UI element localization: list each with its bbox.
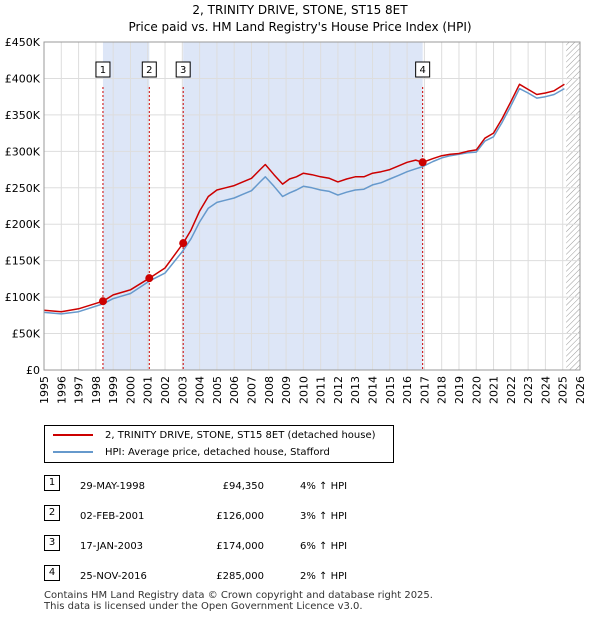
plot-border [43, 41, 581, 371]
sale-number-box [175, 61, 191, 78]
sale-number-label: 3 [180, 65, 186, 76]
transaction-hpi-change: 4% ↑ HPI [300, 481, 348, 492]
sale-point [98, 297, 107, 306]
sale-number-label: 1 [100, 65, 106, 76]
x-tick-label: 2001 [142, 376, 155, 404]
sale-number-label: 2 [146, 65, 152, 76]
legend-item-hpi: HPI: Average price, detached house, Staf… [53, 445, 330, 461]
sale-number-box [415, 61, 431, 78]
transaction-number: 3 [44, 535, 60, 551]
x-tick-label: 2002 [159, 376, 172, 404]
y-tick-label: £400K [5, 72, 41, 85]
x-tick-label: 2026 [574, 376, 587, 404]
x-tick-label: 2009 [280, 376, 293, 404]
transaction-price: £94,350 [222, 481, 264, 492]
transaction-number: 2 [44, 505, 60, 521]
x-tick-label: 2011 [315, 376, 328, 404]
x-tick-label: 2004 [194, 376, 207, 404]
y-tick-label: £100K [5, 291, 41, 304]
transaction-date: 17-JAN-2003 [80, 541, 144, 552]
x-tick-label: 2018 [436, 376, 449, 404]
sale-number-box [141, 61, 157, 78]
x-tick-label: 1996 [55, 376, 68, 404]
chart-subtitle: Price paid vs. HM Land Registry's House … [128, 20, 472, 34]
x-tick-label: 2025 [557, 376, 570, 404]
sale-point [418, 158, 427, 167]
x-tick-label: 1997 [73, 376, 86, 404]
legend-swatch-hpi [53, 451, 93, 453]
chart-legend: 2, TRINITY DRIVE, STONE, ST15 8ET (detac… [44, 425, 394, 463]
table-row: 4 25-NOV-2016 £285,000 2% ↑ HPI [44, 563, 384, 593]
transaction-price: £285,000 [216, 571, 264, 582]
transaction-price: £174,000 [216, 541, 264, 552]
y-tick-label: £150K [5, 255, 41, 268]
table-row: 3 17-JAN-2003 £174,000 6% ↑ HPI [44, 533, 384, 563]
x-tick-label: 2017 [418, 376, 431, 404]
x-tick-label: 2016 [401, 376, 414, 404]
table-row: 2 02-FEB-2001 £126,000 3% ↑ HPI [44, 503, 384, 533]
x-tick-label: 2019 [453, 376, 466, 404]
hpi-line [43, 87, 565, 315]
sale-number-box [95, 61, 111, 78]
transaction-price: £126,000 [216, 511, 264, 522]
x-tick-label: 2013 [349, 376, 362, 404]
x-tick-label: 1998 [90, 376, 103, 404]
x-tick-label: 2012 [332, 376, 345, 404]
x-tick-label: 2000 [124, 376, 137, 404]
transaction-hpi-change: 3% ↑ HPI [300, 511, 348, 522]
x-tick-label: 1995 [38, 376, 51, 404]
y-tick-label: £300K [5, 145, 41, 158]
y-tick-label: £450K [5, 36, 41, 49]
legend-label-hpi: HPI: Average price, detached house, Staf… [105, 447, 330, 458]
y-tick-label: £0 [26, 364, 40, 377]
transaction-date: 02-FEB-2001 [80, 511, 145, 522]
legend-item-property: 2, TRINITY DRIVE, STONE, ST15 8ET (detac… [53, 428, 376, 444]
x-tick-label: 2022 [505, 376, 518, 404]
chart-title: 2, TRINITY DRIVE, STONE, ST15 8ET [192, 3, 408, 17]
x-tick-label: 2006 [228, 376, 241, 404]
transaction-number: 1 [44, 475, 60, 491]
x-tick-label: 2008 [263, 376, 276, 404]
footer-credits: Contains HM Land Registry data © Crown c… [44, 590, 433, 612]
transaction-hpi-change: 2% ↑ HPI [300, 571, 348, 582]
transactions-table: 1 29-MAY-1998 £94,350 4% ↑ HPI 2 02-FEB-… [44, 473, 384, 593]
y-tick-label: £250K [5, 182, 41, 195]
footer-line-1: Contains HM Land Registry data © Crown c… [44, 590, 433, 601]
sale-point [179, 239, 188, 248]
transaction-hpi-change: 6% ↑ HPI [300, 541, 348, 552]
y-tick-label: £50K [12, 328, 41, 341]
table-row: 1 29-MAY-1998 £94,350 4% ↑ HPI [44, 473, 384, 503]
y-tick-label: £350K [5, 109, 41, 122]
sale-point [145, 274, 154, 283]
future-hatch [566, 42, 580, 370]
sale-number-label: 4 [419, 65, 425, 76]
legend-swatch-property [53, 434, 93, 436]
x-tick-label: 2021 [488, 376, 501, 404]
legend-label-property: 2, TRINITY DRIVE, STONE, ST15 8ET (detac… [105, 430, 376, 441]
x-tick-label: 2007 [245, 376, 258, 404]
transaction-date: 29-MAY-1998 [80, 481, 146, 492]
x-tick-label: 2014 [367, 376, 380, 404]
transaction-date: 25-NOV-2016 [80, 571, 147, 582]
property-price-line [43, 83, 565, 313]
x-tick-label: 2005 [211, 376, 224, 404]
x-tick-label: 2020 [470, 376, 483, 404]
footer-line-2: This data is licensed under the Open Gov… [44, 601, 363, 612]
y-tick-label: £200K [5, 218, 41, 231]
transaction-number: 4 [44, 565, 60, 581]
ownership-band [102, 42, 150, 370]
x-tick-label: 1999 [107, 376, 120, 404]
x-tick-label: 2023 [522, 376, 535, 404]
x-tick-label: 2010 [297, 376, 310, 404]
x-tick-label: 2015 [384, 376, 397, 404]
price-chart: 1 2 3 4 £0 £50K £100K £150K £200K £250K £300K £350… [5, 36, 587, 404]
x-tick-label: 2024 [539, 376, 552, 404]
x-tick-label: 2003 [176, 376, 189, 404]
